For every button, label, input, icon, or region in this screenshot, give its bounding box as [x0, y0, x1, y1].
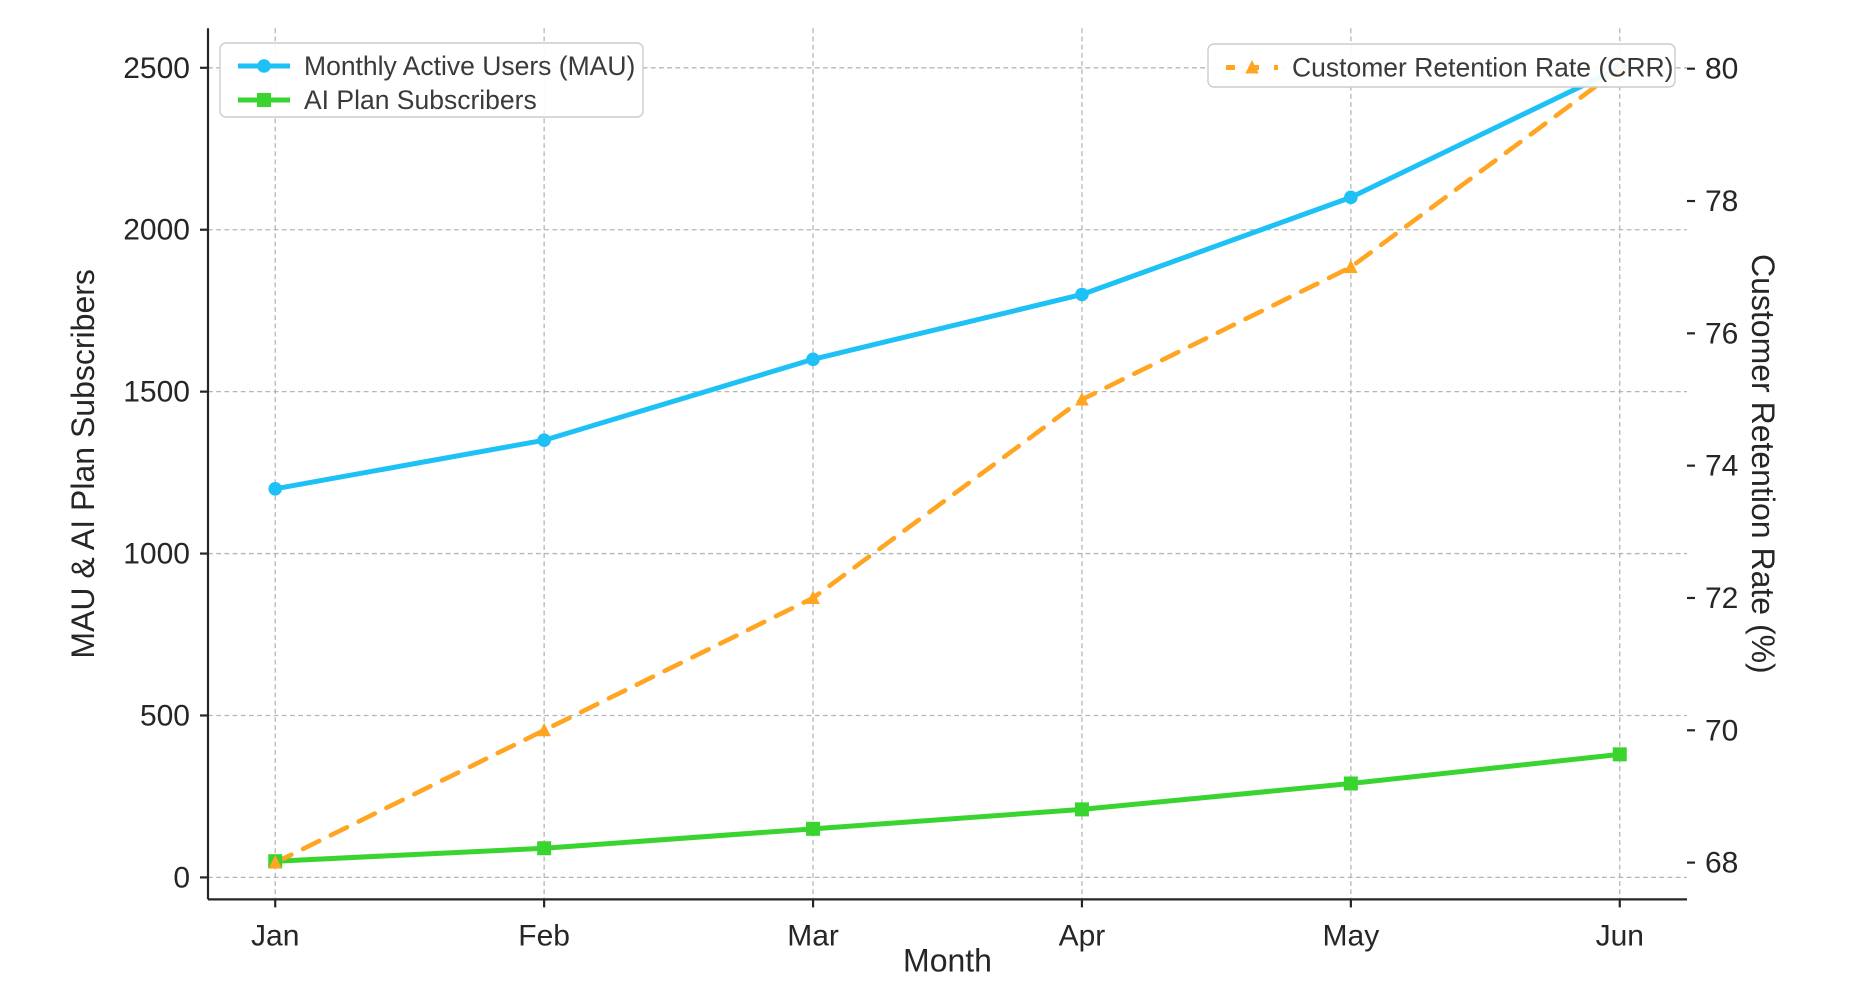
svg-text:78: 78: [1705, 185, 1738, 218]
svg-text:2500: 2500: [123, 52, 190, 85]
svg-text:72: 72: [1705, 582, 1738, 615]
svg-text:AI Plan Subscribers: AI Plan Subscribers: [304, 85, 537, 115]
svg-text:68: 68: [1705, 847, 1738, 880]
svg-text:Mar: Mar: [787, 919, 839, 952]
svg-text:Monthly Active Users (MAU): Monthly Active Users (MAU): [304, 51, 635, 81]
svg-text:Customer Retention Rate (CRR): Customer Retention Rate (CRR): [1292, 53, 1673, 83]
svg-text:70: 70: [1705, 714, 1738, 747]
svg-text:1500: 1500: [123, 376, 190, 409]
svg-text:MAU & AI Plan Subscribers: MAU & AI Plan Subscribers: [65, 269, 101, 658]
svg-text:Jun: Jun: [1596, 919, 1644, 952]
svg-text:1000: 1000: [123, 538, 190, 571]
svg-text:74: 74: [1705, 450, 1738, 483]
svg-text:Jan: Jan: [251, 919, 299, 952]
svg-text:0: 0: [173, 861, 190, 894]
svg-text:May: May: [1323, 919, 1380, 952]
svg-text:80: 80: [1705, 53, 1738, 86]
svg-text:Customer Retention Rate (%): Customer Retention Rate (%): [1745, 254, 1781, 674]
svg-text:500: 500: [140, 699, 190, 732]
svg-text:Apr: Apr: [1059, 919, 1106, 952]
svg-text:Month: Month: [903, 942, 992, 978]
svg-text:76: 76: [1705, 317, 1738, 350]
svg-text:Feb: Feb: [518, 919, 570, 952]
svg-text:2000: 2000: [123, 214, 190, 247]
